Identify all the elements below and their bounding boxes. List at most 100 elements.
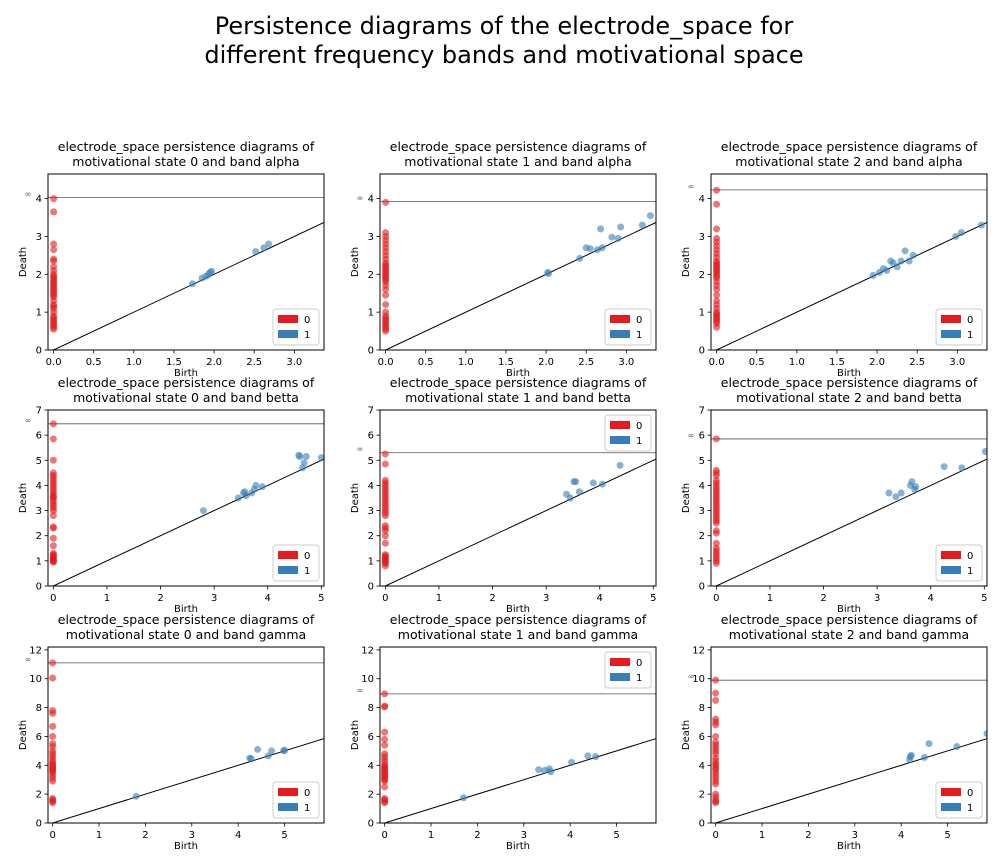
- point-h1: [302, 453, 310, 461]
- infinity-label: ∞: [688, 672, 695, 681]
- legend-label-1: 1: [967, 566, 973, 577]
- point-h0: [49, 524, 57, 532]
- subplot-title-line-1: electrode_space persistence diagrams of: [58, 612, 315, 627]
- subplot-title-line-1: electrode_space persistence diagrams of: [390, 139, 647, 154]
- y-tick-label: 3: [36, 506, 42, 517]
- y-tick-label: 3: [368, 506, 374, 517]
- point-h1: [258, 483, 266, 491]
- subplot-title-line-1: electrode_space persistence diagrams of: [390, 375, 647, 390]
- x-tick-label: 2: [805, 830, 811, 841]
- point-h1: [300, 459, 308, 467]
- point-h0: [712, 721, 720, 729]
- y-tick-label: 6: [699, 431, 705, 442]
- x-tick-label: 0: [381, 830, 387, 841]
- legend-label-0: 0: [967, 788, 973, 799]
- legend-swatch-1: [278, 566, 298, 574]
- point-h0: [381, 735, 389, 743]
- x-tick-label: 1: [436, 593, 442, 604]
- point-h1: [260, 244, 268, 252]
- y-axis-label: Death: [681, 483, 692, 513]
- x-tick-label: 2.5: [578, 357, 594, 368]
- point-h1: [252, 481, 260, 489]
- y-tick-label: 10: [692, 674, 705, 685]
- point-h1: [252, 248, 260, 256]
- legend-swatch-0: [278, 315, 298, 323]
- axes-frame: [710, 409, 988, 587]
- point-h1: [869, 271, 877, 279]
- point-h1: [953, 743, 961, 751]
- point-h0: [49, 542, 57, 550]
- point-h0: [713, 285, 721, 293]
- subplot-8: electrode_space persistence diagrams ofm…: [350, 612, 657, 852]
- legend-frame: [604, 651, 652, 689]
- y-tick-label: 0: [368, 819, 374, 830]
- point-h0: [381, 690, 389, 698]
- y-tick-label: 5: [699, 456, 705, 467]
- subplot-title-line-1: electrode_space persistence diagrams of: [58, 375, 315, 390]
- legend-swatch-1: [610, 330, 630, 338]
- point-h1: [912, 483, 920, 491]
- point-h1: [983, 730, 987, 738]
- point-h1: [575, 488, 583, 496]
- x-tick-label: 0.5: [749, 357, 765, 368]
- x-tick-label: 3.0: [618, 357, 634, 368]
- y-tick-label: 7: [36, 406, 42, 417]
- point-h1: [234, 494, 242, 502]
- legend-label-1: 1: [967, 330, 973, 341]
- point-h0: [49, 456, 57, 464]
- x-tick-label: 4: [235, 830, 241, 841]
- point-h0: [382, 198, 390, 206]
- legend-label-0: 0: [636, 658, 642, 669]
- point-h0: [381, 728, 389, 736]
- subplot-5: electrode_space persistence diagrams ofm…: [350, 375, 657, 615]
- x-tick-label: 0.0: [378, 357, 394, 368]
- point-h1: [459, 794, 467, 802]
- legend-label-0: 0: [636, 315, 642, 326]
- point-h0: [50, 208, 58, 216]
- point-h1: [608, 233, 616, 241]
- y-tick-label: 2: [36, 270, 42, 281]
- legend-swatch-0: [278, 788, 298, 796]
- y-tick-label: 4: [699, 194, 705, 205]
- x-axis-label: Birth: [837, 604, 861, 615]
- subplot-6: electrode_space persistence diagrams ofm…: [681, 375, 988, 615]
- x-tick-label: 1: [428, 830, 434, 841]
- point-h1: [981, 447, 987, 455]
- point-h1: [188, 280, 196, 288]
- diagonal-line: [53, 221, 324, 350]
- x-axis-label: Birth: [174, 841, 198, 852]
- x-tick-label: 2: [474, 830, 480, 841]
- figure-suptitle: Persistence diagrams of the electrode_sp…: [0, 12, 1008, 70]
- y-tick-label: 5: [368, 456, 374, 467]
- x-tick-label: 0: [712, 830, 718, 841]
- point-h0: [50, 325, 58, 333]
- legend-swatch-0: [941, 788, 961, 796]
- diagonal-line: [384, 738, 656, 823]
- point-h0: [49, 674, 57, 682]
- point-h1: [265, 240, 273, 248]
- point-h1: [646, 212, 654, 220]
- plot-area: [48, 420, 324, 586]
- y-tick-label: 1: [368, 308, 374, 319]
- y-tick-label: 7: [699, 406, 705, 417]
- x-tick-label: 4: [265, 593, 271, 604]
- subplot-title-line-2: motivational state 2 and band gamma: [729, 627, 969, 642]
- y-tick-label: 2: [699, 270, 705, 281]
- subplot-7: electrode_space persistence diagrams ofm…: [18, 612, 325, 852]
- x-tick-label: 1.5: [166, 357, 182, 368]
- y-tick-label: 6: [36, 732, 42, 743]
- x-tick-label: 5: [944, 830, 950, 841]
- x-tick-label: 1.5: [498, 357, 514, 368]
- legend-label-0: 0: [304, 315, 310, 326]
- x-axis-label: Birth: [506, 604, 530, 615]
- infinity-label: ∞: [688, 182, 695, 191]
- point-h0: [713, 291, 721, 299]
- y-tick-label: 3: [368, 232, 374, 243]
- point-h0: [49, 722, 57, 730]
- axes-frame: [47, 409, 325, 587]
- point-h1: [547, 768, 555, 776]
- point-h0: [713, 225, 721, 233]
- plot-area: [380, 450, 656, 586]
- y-tick-label: 0: [36, 582, 42, 593]
- x-tick-label: 1: [767, 593, 773, 604]
